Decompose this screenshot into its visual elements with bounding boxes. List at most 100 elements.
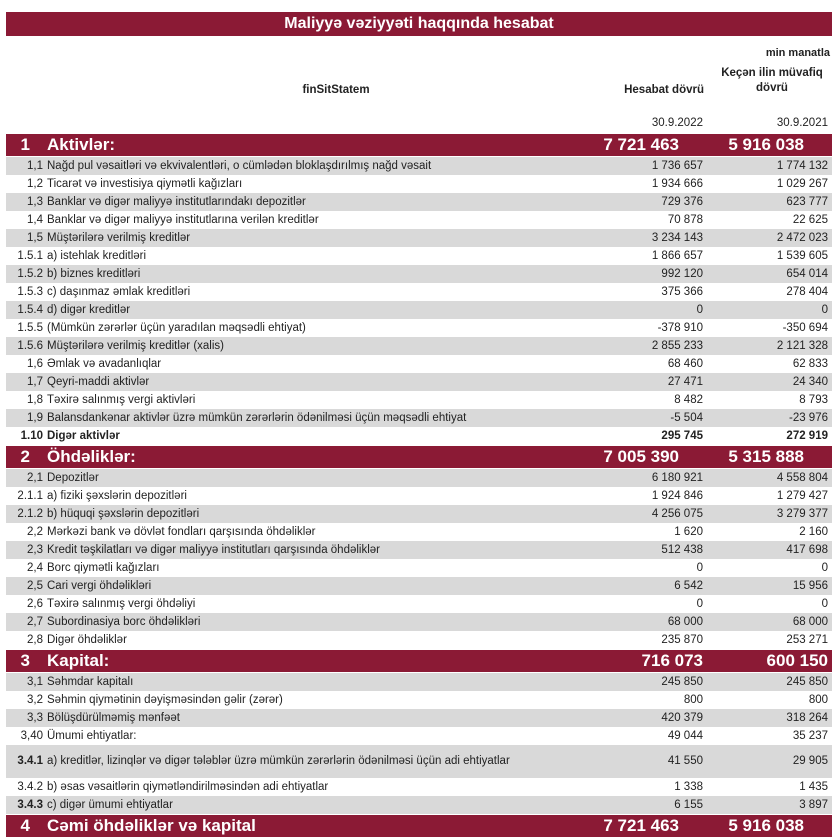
current-value: 512 438 xyxy=(661,544,703,556)
table-row: 1,8 Təxirə salınmış vergi aktivləri 8 482 8… xyxy=(6,391,832,409)
table-row: 1.5.3 c) daşınmaz əmlak kreditləri 375 366… xyxy=(6,283,832,301)
row-label: Aktivlər: xyxy=(47,135,116,154)
row-label: Bölüşdürülməmiş mənfəət xyxy=(47,712,180,724)
current-value: 68 000 xyxy=(667,616,703,628)
previous-value: 1 774 132 xyxy=(776,160,828,172)
table-row: 1.5.4 d) digər kreditlər 0 0 xyxy=(6,301,832,319)
row-number: 1,2 xyxy=(27,178,43,190)
row-number: 1,6 xyxy=(27,358,43,370)
current-value: 295 745 xyxy=(661,430,703,442)
previous-value: 0 xyxy=(821,562,828,574)
current-value: 992 120 xyxy=(661,268,703,280)
table-row: 2,1 Depozitlər 6 180 921 4 558 804 xyxy=(6,469,832,487)
row-number: 2,4 xyxy=(27,562,43,574)
row-number: 1 xyxy=(20,135,30,154)
table-row: 1,4 Banklar və digər maliyyə institutları… xyxy=(6,211,832,229)
current-value: 1 924 846 xyxy=(651,490,703,502)
table-row: 2,3 Kredit təşkilatları və digər maliyyə … xyxy=(6,541,832,559)
current-value: 7 721 463 xyxy=(603,135,679,154)
previous-value: 8 793 xyxy=(799,394,828,406)
row-number: 3.4.1 xyxy=(17,755,43,767)
current-value: 1 338 xyxy=(674,781,703,793)
row-label: Ümumi ehtiyatlar: xyxy=(47,730,137,742)
row-label: Əmlak və avadanlıqlar xyxy=(47,358,162,370)
row-number: 3,1 xyxy=(27,676,43,688)
table-row: 2.1.2 b) hüquqi şəxslərin depozitləri 4 25… xyxy=(6,505,832,523)
table-row: 1,1 Nağd pul vəsaitləri və ekvivalentləri… xyxy=(6,157,832,175)
current-value: 4 256 075 xyxy=(651,508,703,520)
row-label: Müştərilərə verilmiş kreditlər (xalis) xyxy=(47,340,224,352)
row-number: 3.4.3 xyxy=(17,799,43,811)
row-number: 1,3 xyxy=(27,196,43,208)
row-label: Kredit təşkilatları və digər maliyyə ins… xyxy=(47,544,381,556)
row-number: 2,5 xyxy=(27,580,43,592)
row-number: 2,1 xyxy=(27,472,43,484)
current-value: 3 234 143 xyxy=(651,232,703,244)
row-label: Digər öhdəliklər xyxy=(47,634,127,646)
row-number: 4 xyxy=(20,816,30,835)
row-number: 3,2 xyxy=(27,694,43,706)
row-label: (Mümkün zərərlər üçün yaradılan məqsədli… xyxy=(47,322,306,334)
current-value: 68 460 xyxy=(667,358,703,370)
table-row: 1.5.1 a) istehlak kreditləri 1 866 657 1 53… xyxy=(6,247,832,265)
row-label: Təxirə salınmış vergi öhdəliyi xyxy=(47,598,196,610)
row-label: b) əsas vəsaitlərin qiymətləndirilməsind… xyxy=(47,781,329,793)
row-label: Banklar və digər maliyyə institutlarında… xyxy=(47,196,306,208)
previous-value: 318 264 xyxy=(786,712,828,724)
financial-statement: Maliyyə vəziyyəti haqqında hesabat min m… xyxy=(6,12,832,838)
current-value: 41 550 xyxy=(667,755,703,767)
previous-value: 272 919 xyxy=(786,430,828,442)
row-number: 3,3 xyxy=(27,712,43,724)
row-label: Təxirə salınmış vergi aktivləri xyxy=(47,394,196,406)
previous-value: 1 029 267 xyxy=(776,178,828,190)
row-label: Subordinasiya borc öhdəlikləri xyxy=(47,616,201,628)
previous-value: 15 956 xyxy=(792,580,828,592)
row-label: Kapital: xyxy=(47,651,110,670)
row-number: 2 xyxy=(20,447,30,466)
current-value: 8 482 xyxy=(674,394,703,406)
current-value: -378 910 xyxy=(657,322,703,334)
row-number: 1.5.5 xyxy=(17,322,43,334)
current-value: 729 376 xyxy=(661,196,703,208)
date-current: 30.9.2022 xyxy=(651,117,703,129)
row-label: c) daşınmaz əmlak kreditləri xyxy=(47,286,191,298)
row-label: Səhmdar kapitalı xyxy=(47,676,134,688)
previous-value: 3 279 377 xyxy=(776,508,828,520)
row-number: 1.5.4 xyxy=(17,304,43,316)
table-row: 1.5.6 Müştərilərə verilmiş kreditlər (xal… xyxy=(6,337,832,355)
row-label: Banklar və digər maliyyə institutlarına … xyxy=(47,214,319,226)
header-current-period: Hesabat dövrü xyxy=(624,84,704,96)
row-number: 3 xyxy=(20,651,30,670)
table-row: 3,40 Ümumi ehtiyatlar: 49 044 35 237 xyxy=(6,727,832,745)
table-row: 3,1 Səhmdar kapitalı 245 850 245 850 xyxy=(6,673,832,691)
row-label: Müştərilərə verilmiş kreditlər xyxy=(47,232,191,244)
previous-value: 5 916 038 xyxy=(728,816,804,835)
previous-value: 35 237 xyxy=(792,730,828,742)
table-row: 2,5 Cari vergi öhdəlikləri 6 542 15 956 xyxy=(6,577,832,595)
row-number: 1,4 xyxy=(27,214,43,226)
row-number: 1.5.2 xyxy=(17,268,43,280)
row-number: 1.5.3 xyxy=(17,286,43,298)
row-label: Digər aktivlər xyxy=(47,430,120,442)
row-label: Mərkəzi bank və dövlət fondları qarşısın… xyxy=(47,526,316,538)
row-number: 1,9 xyxy=(27,412,43,424)
current-value: 27 471 xyxy=(667,376,703,388)
table-row: 3.4.2 b) əsas vəsaitlərin qiymətləndirilm… xyxy=(6,778,832,796)
row-number: 1,8 xyxy=(27,394,43,406)
table-row: 2.1.1 a) fiziki şəxslərin depozitləri 1 92… xyxy=(6,487,832,505)
table-row: 3.4.3 c) digər ümumi ehtiyatlar 6 155 3 897 xyxy=(6,796,832,814)
table-row: 1,6 Əmlak və avadanlıqlar 68 460 62 833 xyxy=(6,355,832,373)
current-value: 6 542 xyxy=(674,580,703,592)
current-value: -5 504 xyxy=(670,412,703,424)
row-label: Səhmin qiymətinin dəyişməsindən gəlir (z… xyxy=(47,694,283,706)
previous-value: 0 xyxy=(821,598,828,610)
row-number: 1,1 xyxy=(27,160,43,172)
current-value: 49 044 xyxy=(667,730,703,742)
current-value: 245 850 xyxy=(661,676,703,688)
previous-value: 0 xyxy=(821,304,828,316)
table-row: 3,2 Səhmin qiymətinin dəyişməsindən gəlir… xyxy=(6,691,832,709)
row-number: 2,3 xyxy=(27,544,43,556)
table-row: 2,2 Mərkəzi bank və dövlət fondları qarşı… xyxy=(6,523,832,541)
current-value: 0 xyxy=(696,304,703,316)
section-header-row: 4 Cəmi öhdəliklər və kapital 7 721 463 5 91… xyxy=(6,815,832,837)
